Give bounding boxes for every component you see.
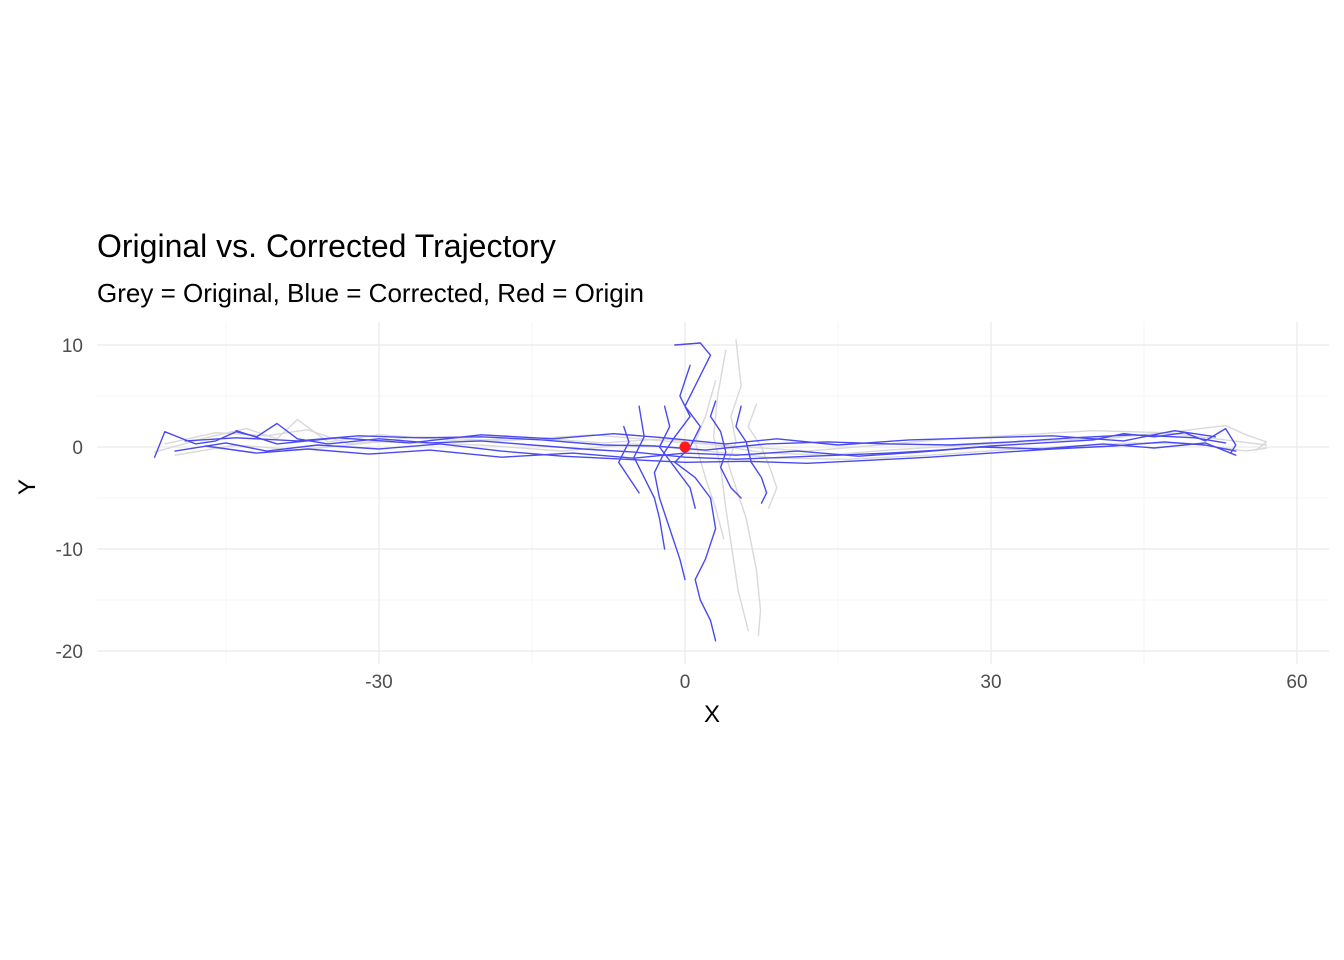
- original-trajectory-line: [694, 380, 725, 540]
- y-tick-labels: -20 -10 0 10: [56, 336, 83, 663]
- x-axis-title: X: [704, 701, 720, 728]
- major-grid: [97, 322, 1329, 664]
- y-axis-title: Y: [14, 479, 41, 495]
- y-tick-label: -10: [56, 540, 83, 561]
- corrected-trajectory-line: [204, 442, 1237, 459]
- y-tick-label: 0: [72, 438, 83, 459]
- origin-points: [679, 441, 691, 453]
- original-trajectory-line: [164, 429, 1268, 452]
- corrected-trajectory-line: [658, 405, 696, 509]
- original-trajectory-line: [727, 339, 762, 637]
- corrected-trajectory-line: [618, 425, 640, 494]
- chart-subtitle: Grey = Original, Blue = Corrected, Red =…: [97, 278, 644, 308]
- corrected-trajectory-line: [235, 430, 1217, 446]
- corrected-trajectory-series: [153, 342, 1237, 642]
- corrected-trajectory-line: [735, 405, 768, 504]
- x-tick-labels: -30 0 30 60: [365, 672, 1307, 693]
- corrected-trajectory-line: [674, 342, 717, 642]
- minor-grid: [97, 322, 1329, 664]
- original-trajectory-line: [747, 403, 778, 509]
- y-tick-label: -20: [56, 642, 83, 663]
- chart-title: Original vs. Corrected Trajectory: [97, 228, 556, 264]
- x-tick-label: 60: [1286, 672, 1307, 693]
- original-trajectory-series: [153, 339, 1268, 637]
- original-trajectory-line: [712, 349, 749, 632]
- origin-point: [679, 441, 691, 453]
- corrected-trajectory-line: [653, 364, 691, 581]
- corrected-trajectory-line: [709, 400, 742, 499]
- corrected-trajectory-line: [174, 441, 1237, 464]
- y-tick-label: 10: [62, 336, 83, 357]
- corrected-trajectory-line: [633, 405, 666, 550]
- x-tick-label: -30: [365, 672, 392, 693]
- x-tick-label: 0: [680, 672, 691, 693]
- x-tick-label: 30: [980, 672, 1001, 693]
